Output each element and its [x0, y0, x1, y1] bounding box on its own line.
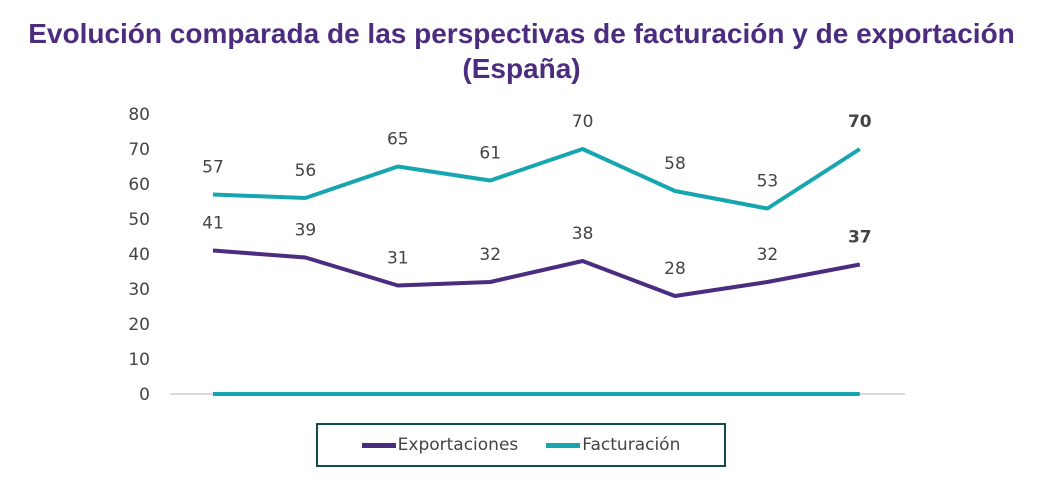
data-label: 32	[757, 245, 779, 265]
legend: Exportaciones Facturación	[316, 423, 726, 467]
y-tick-label: 0	[139, 385, 150, 405]
series-line-exportaciones	[212, 248, 861, 298]
legend-label: Facturación	[582, 435, 681, 455]
data-label: 32	[479, 245, 501, 265]
data-label: 56	[295, 161, 317, 181]
y-tick-label: 20	[128, 315, 150, 335]
y-tick-label: 10	[128, 350, 150, 370]
y-tick-label: 30	[128, 280, 150, 300]
data-label: 70	[572, 112, 594, 132]
data-label: 38	[572, 224, 594, 244]
chart-title: Evolución comparada de las perspectivas …	[28, 18, 1015, 84]
data-label: 31	[387, 249, 409, 269]
data-label: 58	[664, 154, 686, 174]
y-tick-label: 80	[128, 105, 150, 125]
legend-item-exportaciones[interactable]: Exportaciones	[361, 435, 519, 455]
data-label: 41	[202, 214, 224, 234]
y-tick-label: 40	[128, 245, 150, 265]
data-label: 53	[757, 172, 779, 192]
legend-swatch	[361, 442, 396, 448]
y-tick-label: 60	[128, 175, 150, 195]
series-line-facturación	[212, 147, 861, 211]
y-tick-label: 70	[128, 140, 150, 160]
data-label: 65	[387, 130, 409, 150]
data-label: 37	[848, 228, 872, 248]
legend-swatch	[546, 442, 581, 448]
data-label: 39	[295, 221, 317, 241]
data-label: 61	[479, 144, 501, 164]
legend-item-facturacion[interactable]: Facturación	[546, 435, 680, 455]
y-tick-label: 50	[128, 210, 150, 230]
legend-label: Exportaciones	[397, 435, 519, 455]
data-label: 57	[202, 158, 224, 178]
data-label: 28	[664, 259, 686, 279]
data-label: 70	[848, 112, 872, 132]
